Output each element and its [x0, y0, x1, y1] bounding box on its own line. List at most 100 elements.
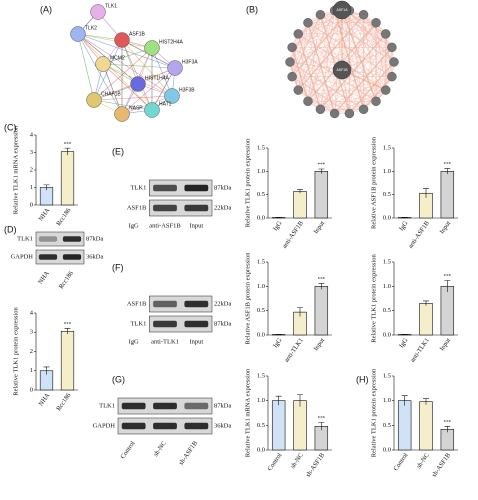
network-node: [387, 71, 397, 82]
lane-label: Input: [189, 222, 203, 229]
network-edge: [291, 76, 321, 110]
network-edge: [363, 14, 393, 48]
bar: [419, 401, 433, 451]
blot-size: 87kDa: [214, 402, 231, 409]
y-tick-label: 0.5: [383, 191, 391, 198]
network-node: [329, 108, 340, 119]
network-edge: [291, 22, 309, 77]
y-tick-label: 3: [30, 149, 33, 156]
network-edge: [289, 10, 335, 63]
network-node: [70, 26, 86, 42]
panel-label: (G): [112, 374, 125, 384]
network-node: [371, 96, 381, 106]
x-tick-label: sh-ASF1B: [431, 451, 453, 478]
significance: ***: [444, 420, 452, 425]
network-node: [381, 29, 391, 39]
y-tick-label: 1.0: [383, 168, 391, 175]
lane-label: sh-NC: [152, 440, 167, 458]
network-edge: [298, 14, 321, 91]
network-node: [130, 76, 146, 92]
error-bar: [444, 280, 451, 293]
blot-band: [153, 204, 177, 212]
network-node: [144, 40, 160, 56]
x-tick-label: IgG: [272, 220, 284, 233]
network-node: [285, 57, 295, 67]
blot-band: [184, 204, 209, 212]
y-tick-label: 1.0: [383, 397, 391, 404]
network-edge: [333, 10, 365, 110]
y-axis-label: Relative ASF1B protein expression: [244, 252, 251, 345]
y-tick-label: 2: [30, 166, 33, 173]
network-edge: [307, 22, 386, 91]
x-tick-label: Input: [313, 220, 327, 235]
lane-label: IgG: [129, 338, 139, 345]
error-bar: [43, 184, 50, 191]
network-edge: [291, 33, 299, 77]
y-tick-label: 1.0: [257, 397, 265, 404]
network-edge: [349, 10, 364, 110]
blot-band: [184, 422, 209, 430]
blot-band: [153, 320, 177, 328]
x-tick-label: Rcc186: [55, 391, 73, 412]
network-edge: [307, 101, 350, 114]
lane-label: Rcc186: [58, 269, 76, 290]
blot-band: [184, 184, 209, 192]
blot-strip: [149, 179, 213, 197]
x-tick-label: sh-ASF1B: [305, 451, 327, 478]
error-bar: [318, 422, 325, 431]
blot-band: [121, 422, 146, 430]
network-node: [287, 71, 297, 82]
node-label: TLK1: [105, 3, 117, 9]
y-tick-label: 0: [30, 386, 33, 393]
network-edge: [307, 22, 343, 71]
significance: ***: [64, 323, 72, 328]
significance: ***: [64, 142, 72, 147]
node-label: HIST1H4A: [145, 75, 170, 81]
network-edge: [291, 47, 364, 110]
blot-size: 36kDa: [214, 422, 231, 429]
panel-label: (A): [40, 4, 52, 14]
x-tick-label: NHA: [38, 207, 52, 223]
network-edge: [102, 63, 176, 69]
network-node: [371, 18, 381, 28]
network-node: [387, 42, 397, 53]
network-edge: [77, 33, 95, 101]
network-edge: [298, 33, 309, 102]
error-bar: [64, 328, 71, 335]
blot-band: [121, 402, 146, 410]
lane-label: Input: [189, 338, 203, 345]
error-bar: [275, 395, 282, 406]
network-edge: [320, 10, 335, 110]
error-bar: [43, 366, 50, 375]
network-edge: [320, 9, 343, 110]
y-axis-label: Relative TLK1 protein expression: [370, 253, 377, 342]
blot-protein: TLK1: [130, 184, 146, 191]
blot-band: [153, 422, 177, 430]
network-edge: [102, 63, 153, 111]
lane-label: IgG: [129, 222, 139, 229]
blot-band: [153, 300, 177, 308]
blot-strip: [149, 199, 213, 217]
blot-strip: [35, 249, 85, 265]
blot-band: [184, 300, 209, 308]
blot-size: 87kDa: [214, 184, 231, 191]
network-edge: [320, 14, 343, 71]
network-edge: [151, 47, 173, 97]
network-edge: [298, 10, 335, 35]
network-edge: [341, 9, 364, 110]
y-axis-label: Relative TLK1 protein expression: [12, 306, 19, 395]
blot-protein: TLK1: [99, 402, 115, 409]
network-edge: [291, 47, 321, 110]
network-edge: [289, 9, 343, 63]
network-edge: [121, 39, 153, 111]
x-tick-label: Control: [392, 452, 409, 472]
network-node: [358, 104, 369, 115]
blot-strip: [35, 231, 85, 247]
y-tick-label: 4: [30, 309, 34, 316]
significance: ***: [444, 163, 452, 168]
y-tick-label: 0.0: [257, 331, 265, 338]
error-bar: [318, 283, 325, 290]
significance: ***: [318, 278, 326, 283]
network-node: [95, 56, 111, 72]
network-node: [303, 18, 313, 28]
